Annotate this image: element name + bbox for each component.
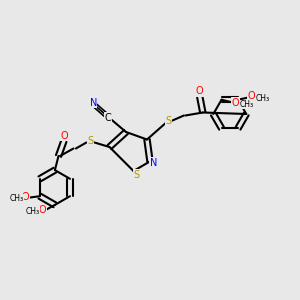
- Text: S: S: [134, 169, 140, 180]
- Text: O: O: [196, 86, 204, 97]
- Text: O: O: [60, 130, 68, 141]
- Text: CH₃: CH₃: [240, 100, 254, 109]
- Text: N: N: [150, 158, 157, 168]
- Text: O: O: [39, 205, 46, 215]
- Text: O: O: [232, 98, 239, 108]
- Text: S: S: [166, 116, 172, 126]
- Text: CH₃: CH₃: [9, 194, 23, 203]
- Text: C: C: [105, 113, 111, 123]
- Text: CH₃: CH₃: [26, 207, 40, 216]
- Text: N: N: [90, 98, 97, 108]
- Text: CH₃: CH₃: [256, 94, 270, 103]
- Text: O: O: [248, 92, 255, 101]
- Text: S: S: [88, 136, 94, 146]
- Text: O: O: [22, 192, 29, 202]
